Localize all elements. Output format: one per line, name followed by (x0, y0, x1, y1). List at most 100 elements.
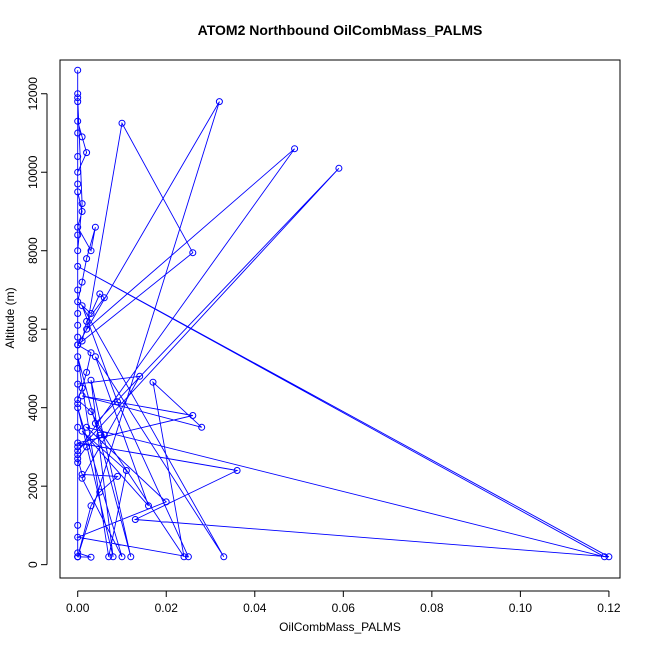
data-point (74, 443, 82, 451)
data-point (87, 376, 95, 384)
plot-frame (59, 59, 621, 579)
data-point (189, 412, 197, 419)
y-axis-label: Altitude (m) (3, 287, 17, 348)
y-tick-label: 2000 (26, 473, 40, 500)
data-point (74, 364, 82, 372)
data-point (74, 380, 82, 388)
data-point (78, 200, 86, 208)
data-point (74, 247, 82, 255)
data-point (149, 378, 157, 386)
data-point (74, 423, 82, 431)
x-tick-label: 0.00 (66, 601, 90, 615)
y-tick-label: 10000 (26, 155, 40, 189)
data-point (74, 333, 82, 341)
data-point (233, 467, 241, 474)
data-point (83, 443, 91, 451)
data-point (87, 247, 95, 255)
data-point (114, 398, 121, 406)
data-point (83, 255, 91, 263)
data-point (180, 553, 188, 561)
data-point (78, 278, 86, 286)
data-point (291, 145, 299, 153)
data-point (118, 119, 126, 127)
data-point (131, 516, 139, 523)
series-line (76, 70, 610, 558)
data-point (83, 368, 91, 376)
data-point (78, 302, 86, 310)
chart-title: ATOM2 Northbound OilCombMass_PALMS (198, 22, 483, 38)
data-point (74, 549, 82, 557)
data-point (100, 431, 108, 439)
data-point (74, 286, 82, 294)
data-point (74, 168, 82, 176)
data-point (118, 553, 126, 561)
data-point (74, 447, 82, 455)
data-point (74, 153, 82, 160)
data-point (74, 223, 82, 231)
x-tick-label: 0.02 (155, 601, 179, 615)
data-point (105, 553, 113, 561)
data-point (74, 396, 82, 404)
data-point (74, 117, 82, 125)
data-point (78, 384, 86, 392)
x-tick-label: 0.12 (597, 601, 621, 615)
data-point (91, 223, 99, 231)
data-point (78, 337, 86, 345)
x-tick-label: 0.06 (332, 601, 356, 615)
data-point (145, 502, 152, 510)
data-point (87, 310, 95, 317)
data-point (87, 502, 95, 510)
data-point (74, 66, 82, 74)
data-point (87, 408, 95, 416)
data-point (87, 349, 95, 357)
data-point (74, 353, 82, 361)
data-point (78, 427, 86, 435)
data-point (127, 553, 135, 561)
y-tick-label: 8000 (26, 237, 40, 264)
data-point (74, 180, 82, 188)
data-point (74, 98, 82, 106)
data-point (220, 553, 228, 561)
data-point (83, 317, 91, 325)
y-tick-label: 12000 (26, 77, 40, 111)
data-point (74, 188, 82, 196)
data-point (83, 423, 91, 431)
x-axis-label: OilCombMass_PALMS (279, 620, 401, 634)
data-point (78, 392, 86, 400)
data-point (74, 262, 82, 270)
data-point (74, 310, 82, 317)
data-point (74, 341, 82, 349)
data-point (114, 472, 121, 480)
data-point (83, 325, 91, 333)
data-point (83, 149, 91, 157)
data-point (109, 553, 117, 561)
data-point (74, 451, 82, 459)
data-point (74, 400, 82, 408)
data-point (162, 498, 170, 506)
x-tick-label: 0.10 (509, 601, 533, 615)
data-point (74, 521, 82, 529)
data-point (601, 553, 608, 561)
data-point (74, 553, 82, 561)
plot-area: 0.00 0.02 0.04 0.06 0.08 0.10 0.12 0 2000 4000 600… (26, 59, 621, 615)
data-point (74, 321, 82, 329)
data-point (78, 208, 86, 215)
data-point (74, 94, 82, 102)
data-point (335, 164, 343, 172)
data-point (74, 90, 82, 98)
data-point (184, 553, 192, 561)
data-point (74, 298, 82, 306)
y-tick-label: 4000 (26, 394, 40, 421)
data-point (100, 294, 108, 302)
data-point (74, 129, 82, 137)
x-tick-label: 0.04 (243, 601, 267, 615)
data-point (91, 419, 99, 427)
data-point (91, 353, 99, 361)
data-point (74, 533, 82, 541)
data-point (74, 439, 82, 447)
data-point (78, 474, 86, 482)
y-tick-label: 6000 (26, 316, 40, 343)
data-point (198, 423, 206, 431)
